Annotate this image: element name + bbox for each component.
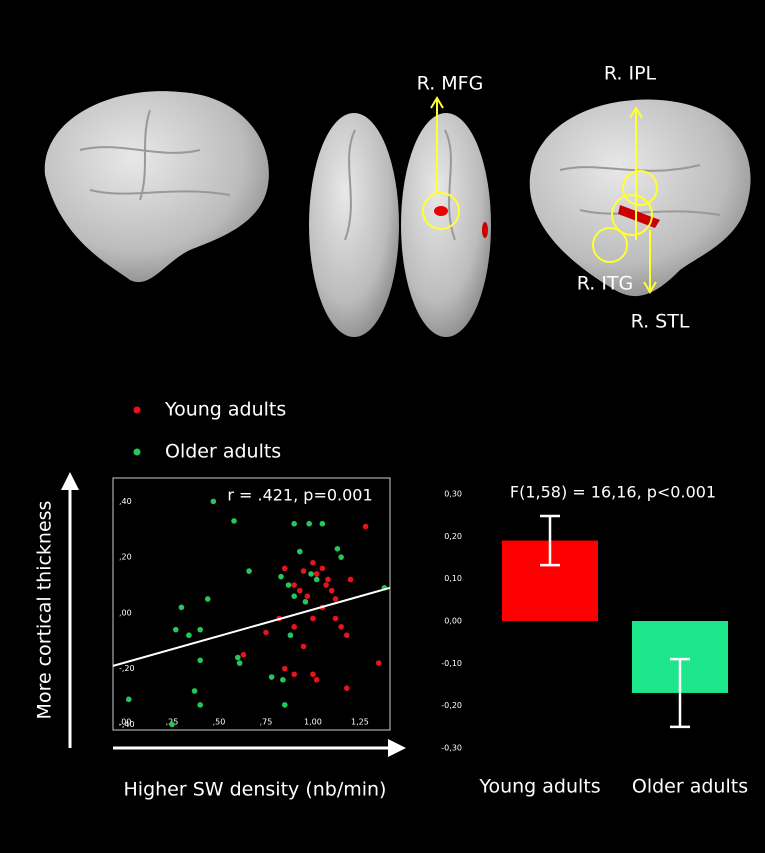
- y-tick-label: ,20: [119, 553, 132, 562]
- point: [231, 518, 237, 524]
- y-tick-label: 0,10: [444, 574, 462, 583]
- point: [291, 593, 297, 599]
- x-tick-label: ,00: [119, 718, 132, 727]
- point: [278, 573, 284, 580]
- axis-arrows: [61, 472, 406, 757]
- brain-label: R. IPL: [604, 63, 657, 85]
- y-tick-label: 0,20: [444, 532, 462, 541]
- point: [296, 548, 303, 555]
- point: [291, 671, 297, 678]
- brains: [44, 91, 751, 337]
- point: [323, 582, 329, 588]
- point: [319, 520, 326, 527]
- point: [313, 571, 320, 577]
- annotation: r = .421, p=0.001: [227, 486, 372, 505]
- chart-title: F(1,58) = 16,16, p<0.001: [510, 483, 716, 502]
- legend-marker: [133, 406, 141, 414]
- y-tick-label: ,00: [119, 608, 132, 617]
- point: [240, 651, 247, 658]
- point: [280, 677, 286, 683]
- point: [362, 523, 369, 530]
- point: [172, 626, 179, 633]
- x-tick-label: Older adults: [632, 776, 748, 798]
- point: [281, 665, 288, 672]
- point: [246, 568, 252, 574]
- y-tick-label: 0,00: [444, 617, 462, 626]
- point: [236, 660, 243, 666]
- point: [328, 587, 335, 594]
- point: [287, 632, 294, 639]
- error-bar: [670, 657, 690, 729]
- y-axis-label: More cortical thickness: [34, 501, 56, 720]
- y-tick-label: -,40: [119, 720, 135, 729]
- legend-label: Older adults: [165, 441, 281, 463]
- point: [300, 568, 307, 574]
- point: [300, 643, 307, 650]
- plot-frame: [112, 477, 391, 731]
- point: [319, 565, 326, 572]
- point: [234, 654, 241, 661]
- point: [191, 688, 198, 694]
- y-tick-label: ,40: [119, 497, 132, 506]
- point: [338, 624, 344, 630]
- y-tick-label: -0,10: [441, 659, 462, 668]
- x-tick-label: ,50: [213, 718, 226, 727]
- y-tick-label: -0,20: [441, 701, 462, 710]
- point: [325, 576, 331, 583]
- point: [302, 598, 309, 605]
- x-axis-label: Higher SW density (nb/min): [124, 779, 387, 801]
- y-tick-label: -0,30: [441, 744, 462, 753]
- point: [291, 520, 297, 527]
- point: [338, 554, 344, 560]
- point: [197, 657, 203, 664]
- point: [310, 559, 316, 566]
- trend-line: [112, 586, 391, 667]
- point: [204, 596, 211, 602]
- point: [343, 632, 350, 639]
- brain-label: R. STL: [631, 311, 690, 333]
- point: [281, 702, 288, 708]
- point: [308, 571, 314, 577]
- legend-label: Young adults: [164, 399, 286, 421]
- point: [125, 696, 132, 703]
- point: [310, 615, 316, 622]
- point: [343, 685, 350, 691]
- point: [347, 576, 354, 583]
- point: [263, 629, 269, 636]
- point: [291, 624, 297, 630]
- y-tick-label: 0,30: [444, 490, 462, 499]
- point: [281, 565, 288, 572]
- point: [268, 674, 275, 680]
- error-bar: [540, 514, 560, 567]
- point: [197, 702, 203, 708]
- point: [332, 615, 339, 622]
- point: [304, 593, 311, 599]
- annotations: [422, 96, 658, 294]
- legend-marker: [133, 448, 141, 456]
- x-tick-label: ,75: [260, 718, 273, 727]
- point: [296, 587, 303, 594]
- point: [169, 721, 175, 728]
- point: [313, 576, 320, 583]
- x-tick-label: 1,25: [351, 718, 369, 727]
- point: [291, 582, 297, 588]
- point: [306, 520, 312, 527]
- point: [375, 660, 382, 666]
- brain-label: R. MFG: [417, 73, 484, 95]
- point: [197, 626, 203, 633]
- point: [332, 596, 339, 602]
- x-tick-label: 1,00: [304, 718, 322, 727]
- point: [285, 582, 292, 588]
- brain-label: R. ITG: [577, 273, 634, 295]
- point: [313, 677, 320, 683]
- point: [310, 671, 316, 678]
- point: [186, 632, 192, 639]
- point: [210, 498, 217, 505]
- point: [334, 546, 341, 552]
- x-tick-label: Young adults: [478, 776, 600, 798]
- y-tick-label: -,20: [119, 664, 135, 673]
- point: [178, 604, 185, 611]
